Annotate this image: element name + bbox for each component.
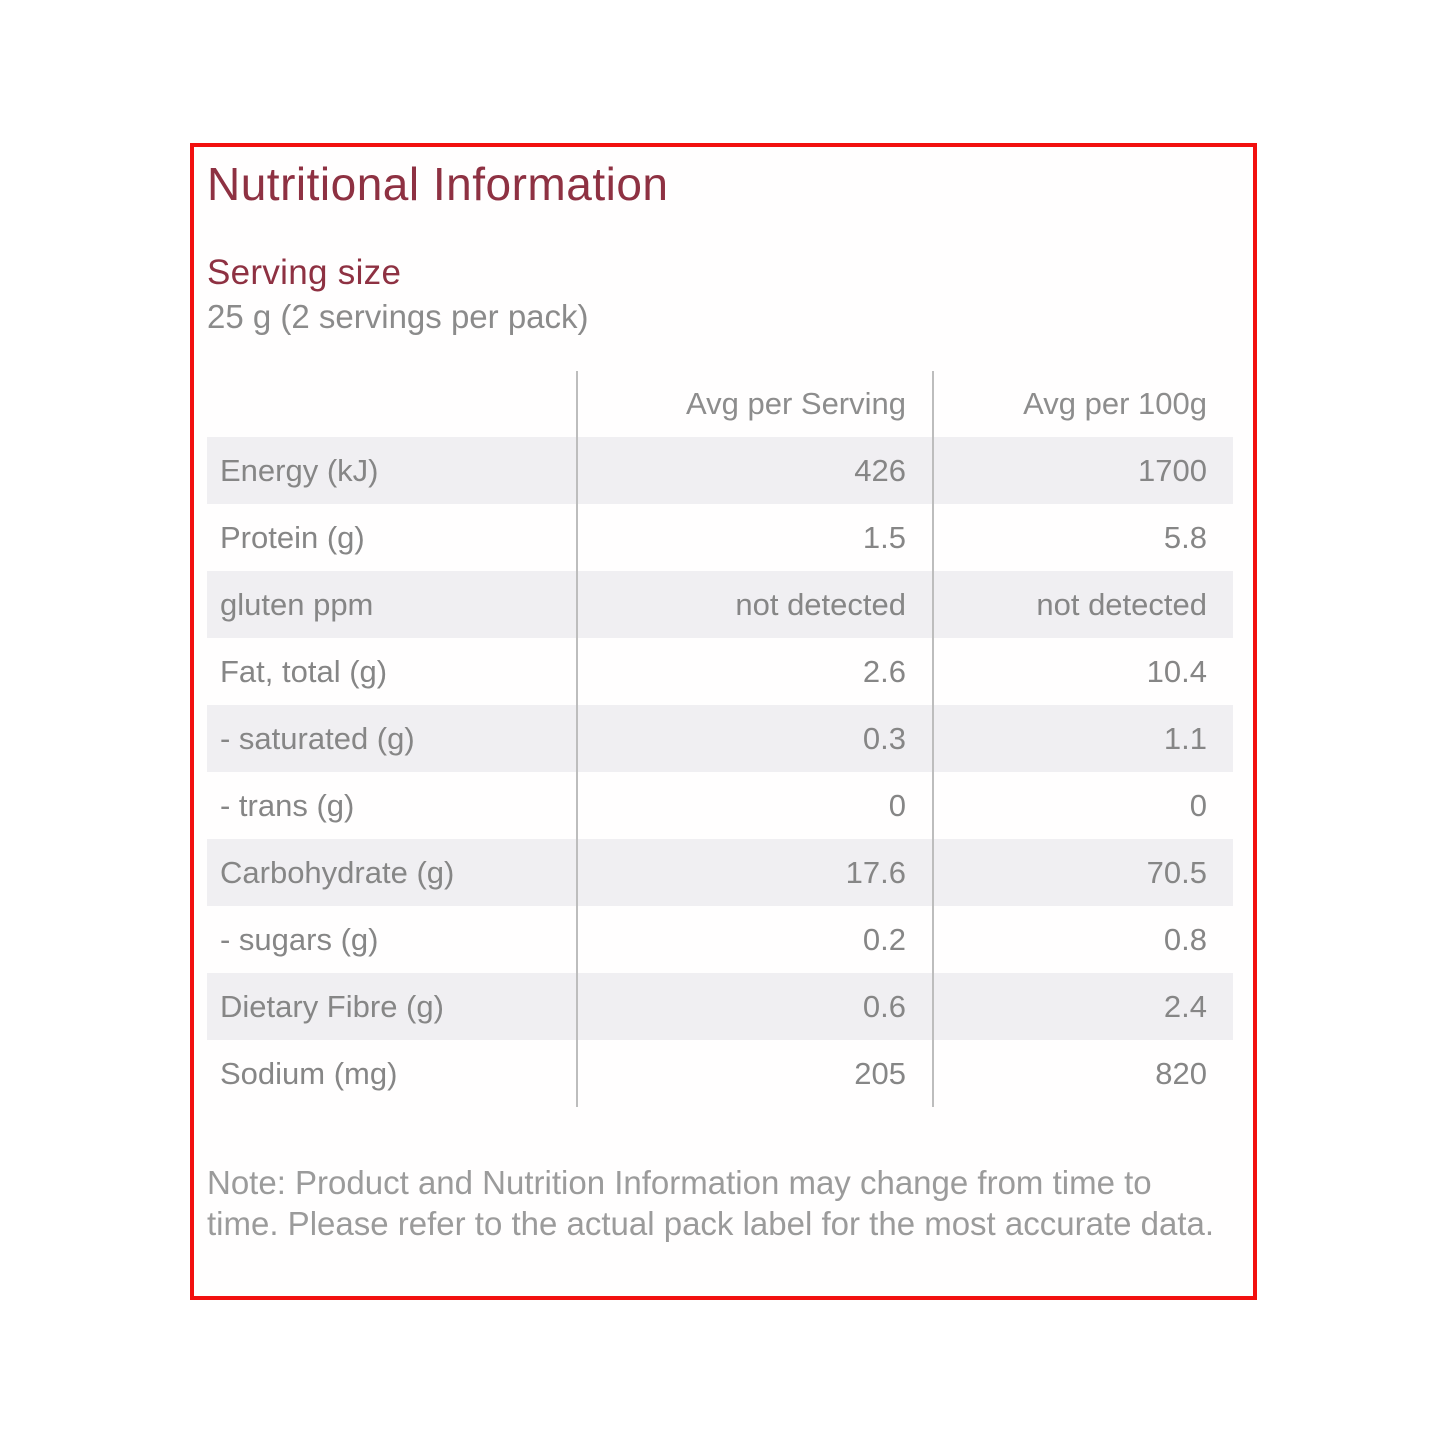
- nutrition-table: Avg per Serving Avg per 100g Energy (kJ)…: [207, 371, 1233, 1108]
- row-label: Carbohydrate (g): [220, 854, 455, 890]
- row-per-100g: 70.5: [932, 839, 1233, 907]
- table-row-sugars: - sugars (g) 0.2 0.8: [207, 906, 1233, 974]
- row-per-100g: 1700: [932, 437, 1233, 505]
- row-label: Protein (g): [220, 519, 365, 555]
- table-row-protein: Protein (g) 1.5 5.8: [207, 504, 1233, 572]
- table-row-energy: Energy (kJ) 426 1700: [207, 437, 1233, 505]
- table-row-gluten: gluten ppm not detected not detected: [207, 571, 1233, 639]
- row-per-serving: 0.3: [576, 705, 933, 773]
- row-per-serving: 0.2: [576, 906, 933, 974]
- table-row-sodium: Sodium (mg) 205 820: [207, 1040, 1233, 1108]
- row-per-serving: 205: [576, 1040, 933, 1108]
- header-blank-cell: [207, 371, 577, 437]
- table-row-fat-total: Fat, total (g) 2.6 10.4: [207, 638, 1233, 706]
- header-avg-per-serving: Avg per Serving: [576, 371, 933, 438]
- row-label: - trans (g): [220, 787, 355, 823]
- row-label: Fat, total (g): [220, 653, 388, 689]
- row-per-serving: 17.6: [576, 839, 933, 907]
- disclaimer-note: Note: Product and Nutrition Information …: [207, 1164, 1215, 1243]
- row-per-100g: 2.4: [932, 973, 1233, 1041]
- row-label: gluten ppm: [220, 586, 374, 622]
- row-label: Dietary Fibre (g): [220, 988, 444, 1024]
- row-per-100g: 10.4: [932, 638, 1233, 706]
- nutrition-panel: Nutritional Information Serving size 25 …: [190, 143, 1257, 1300]
- row-per-100g: 5.8: [932, 504, 1233, 572]
- row-label: - saturated (g): [220, 720, 415, 756]
- header-avg-per-100g: Avg per 100g: [932, 371, 1233, 438]
- row-per-100g: not detected: [932, 571, 1233, 639]
- row-label: - sugars (g): [220, 921, 379, 957]
- row-label: Energy (kJ): [220, 452, 379, 488]
- serving-size-heading: Serving size: [207, 253, 402, 292]
- row-per-serving: 2.6: [576, 638, 933, 706]
- table-row-dietary-fibre: Dietary Fibre (g) 0.6 2.4: [207, 973, 1233, 1041]
- table-row-saturated: - saturated (g) 0.3 1.1: [207, 705, 1233, 773]
- row-per-serving: not detected: [576, 571, 933, 639]
- panel-title: Nutritional Information: [207, 158, 669, 210]
- row-per-serving: 0: [576, 772, 933, 840]
- row-per-100g: 1.1: [932, 705, 1233, 773]
- table-row-trans: - trans (g) 0 0: [207, 772, 1233, 840]
- row-per-100g: 0.8: [932, 906, 1233, 974]
- row-label: Sodium (mg): [220, 1055, 398, 1091]
- row-per-100g: 0: [932, 772, 1233, 840]
- row-per-serving: 426: [576, 437, 933, 505]
- row-per-100g: 820: [932, 1040, 1233, 1108]
- row-per-serving: 0.6: [576, 973, 933, 1041]
- table-row-carbohydrate: Carbohydrate (g) 17.6 70.5: [207, 839, 1233, 907]
- serving-size-value: 25 g (2 servings per pack): [207, 298, 589, 335]
- row-per-serving: 1.5: [576, 504, 933, 572]
- table-header-row: Avg per Serving Avg per 100g: [207, 371, 1233, 438]
